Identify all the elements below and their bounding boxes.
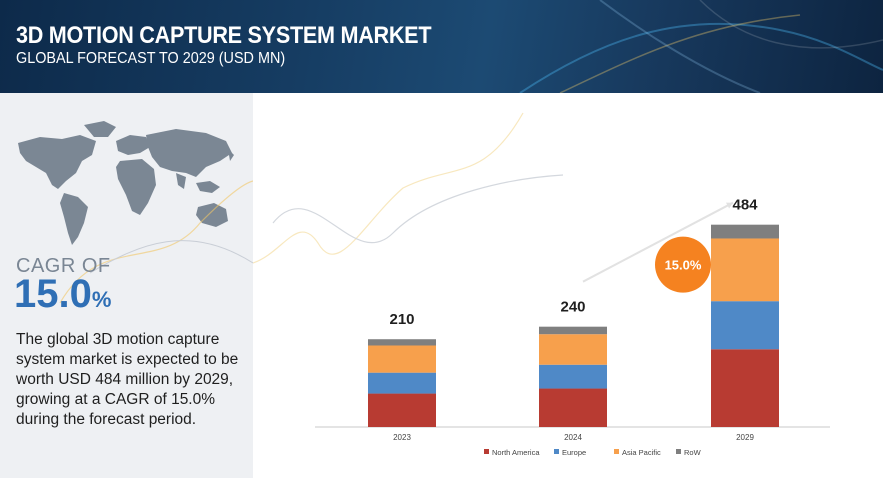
x-tick-label-2023: 2023 (393, 433, 411, 442)
decorative-wave (253, 112, 524, 264)
bar-segment-asia-pacific-2023 (368, 345, 436, 373)
bar-total-label-2024: 240 (560, 299, 585, 316)
x-tick-label-2029: 2029 (736, 433, 754, 442)
cagr-arrow-line (582, 201, 734, 283)
decorative-light-streaks (519, 0, 883, 93)
bar-segment-row-2029 (711, 224, 779, 239)
legend-swatch-europe (554, 449, 559, 454)
legend-label-row: RoW (684, 448, 702, 457)
bar-segment-europe-2029 (711, 301, 779, 350)
cagr-unit: % (91, 287, 112, 312)
bar-segment-row-2024 (539, 326, 607, 335)
cagr-bubble-label: 15.0% (665, 258, 702, 273)
bar-segment-asia-pacific-2029 (711, 238, 779, 302)
bar-segment-europe-2024 (539, 364, 607, 389)
cagr-bubble (655, 236, 711, 293)
decorative-wave-grey (272, 174, 564, 244)
page-subtitle: GLOBAL FORECAST TO 2029 (USD MN) (16, 50, 286, 67)
cagr-value: 15.0% (14, 272, 111, 317)
legend-label-asia-pacific: Asia Pacific (622, 448, 661, 457)
bar-segment-row-2023 (368, 339, 436, 346)
page-title: 3D MOTION CAPTURE SYSTEM MARKET (16, 22, 432, 49)
legend-swatch-north-america (484, 449, 489, 454)
cagr-arrow-head (726, 202, 733, 209)
market-description: The global 3D motion capture system mark… (16, 331, 239, 428)
decorative-curve (59, 180, 253, 304)
bar-segment-north-america-2024 (539, 388, 607, 427)
legend-swatch-asia-pacific (614, 449, 619, 454)
world-map-icon (18, 121, 234, 245)
summary-panel (0, 93, 253, 478)
cagr-number: 15.0 (14, 272, 92, 316)
cagr-label: CAGR OF (16, 255, 111, 277)
legend-label-europe: Europe (562, 448, 586, 457)
legend-swatch-row (676, 449, 681, 454)
bar-segment-asia-pacific-2024 (539, 334, 607, 365)
bar-total-label-2029: 484 (732, 197, 758, 214)
header-banner: 3D MOTION CAPTURE SYSTEM MARKET GLOBAL F… (0, 0, 883, 93)
bar-segment-north-america-2023 (368, 393, 436, 427)
bar-segment-europe-2023 (368, 372, 436, 394)
x-tick-label-2024: 2024 (564, 433, 582, 442)
stacked-bar-chart: 210 2023 240 2024 484 2029 15.0% North Americ… (253, 112, 830, 457)
bar-total-label-2023: 210 (389, 311, 414, 328)
bar-segment-north-america-2029 (711, 349, 779, 427)
legend-label-north-america: North America (492, 448, 540, 457)
